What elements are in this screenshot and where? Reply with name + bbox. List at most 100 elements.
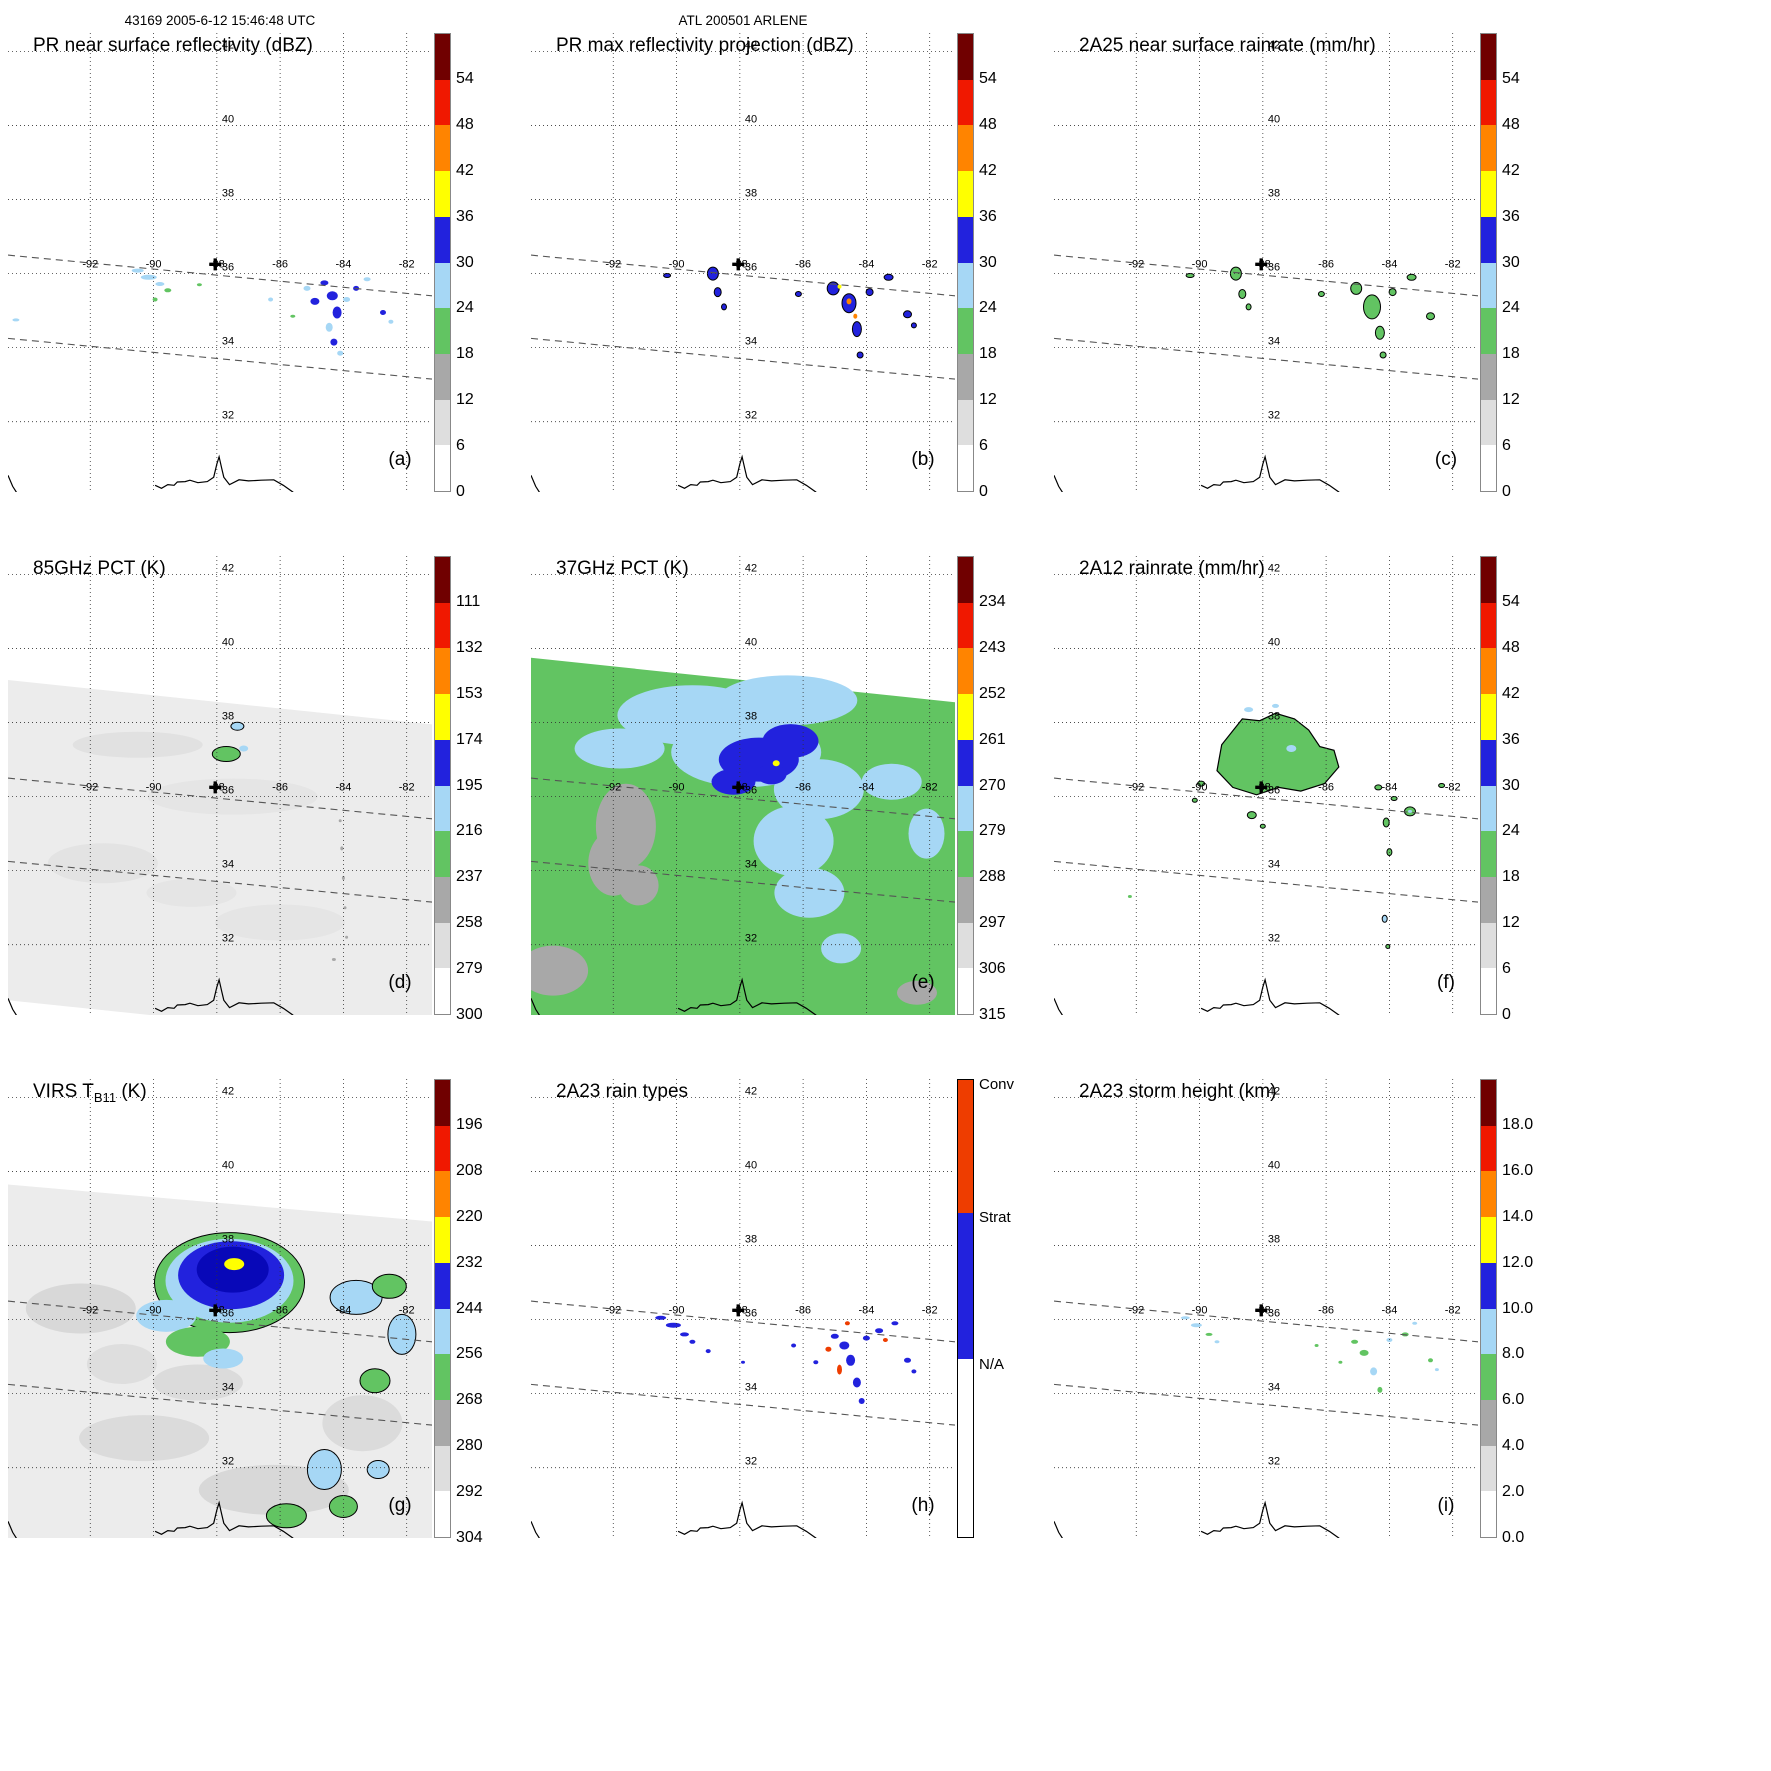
colorbar-segment <box>1481 308 1496 354</box>
colorbar-segment <box>1481 602 1496 649</box>
lat-label: 40 <box>745 637 757 649</box>
colorbar-tick-label: 18 <box>979 345 997 363</box>
panel-letter: (e) <box>911 972 934 993</box>
colorbar-segment <box>435 399 450 446</box>
lon-label: -90 <box>1192 259 1208 271</box>
colorbar-tick-label: 279 <box>979 822 1006 840</box>
lat-label: 38 <box>222 188 234 200</box>
colorbar-tick-label: 24 <box>1502 822 1520 840</box>
colorbar-segment <box>435 1354 450 1400</box>
colorbar-tick-label: 30 <box>1502 776 1520 794</box>
storm-center-marker <box>732 258 745 271</box>
lat-label: 36 <box>222 262 234 274</box>
colorbar-tick-label: 18 <box>1502 345 1520 363</box>
colorbar-segment <box>958 125 973 172</box>
colorbar-tick-label: 54 <box>1502 592 1520 610</box>
coastline <box>1054 475 1063 492</box>
colorbar-tick-label: 268 <box>456 1391 483 1409</box>
data-field <box>1180 1316 1439 1393</box>
lon-label: -92 <box>605 782 621 794</box>
graticule <box>8 556 432 1015</box>
storm-center-marker <box>209 1304 222 1317</box>
coastline <box>154 977 294 1015</box>
colorbar-tick-label: 24 <box>1502 299 1520 317</box>
colorbar-segment <box>1481 216 1496 263</box>
lat-label: 32 <box>222 933 234 945</box>
colorbar-tick-label: 292 <box>456 1483 483 1501</box>
colorbar-segment <box>435 171 450 217</box>
colorbar-tick-label: 18 <box>456 345 474 363</box>
lon-label: -92 <box>605 259 621 271</box>
storm-center-marker <box>732 1304 745 1317</box>
colorbar-tick-label: 42 <box>1502 684 1520 702</box>
swath-edge-lines <box>8 777 432 903</box>
colorbar-segment <box>1481 171 1496 217</box>
colorbar-segment <box>435 922 450 969</box>
lat-label: 40 <box>745 114 757 126</box>
colorbar-tick-label: 14.0 <box>1502 1207 1534 1225</box>
colorbar-segment <box>958 831 973 877</box>
colorbar-segment-na <box>958 1358 973 1537</box>
colorbar-segment <box>1481 694 1496 740</box>
lat-label: 34 <box>745 1382 757 1394</box>
colorbar-tick-label: 304 <box>456 1529 483 1546</box>
lon-label: -86 <box>795 1305 811 1317</box>
colorbar-tick-label: 10.0 <box>1502 1299 1534 1317</box>
data-field <box>1185 266 1435 359</box>
coastline <box>8 998 17 1015</box>
lon-label: -90 <box>1192 782 1208 794</box>
lat-label: 34 <box>1268 1382 1280 1394</box>
lat-label: 42 <box>1268 1086 1280 1098</box>
colorbar-segment <box>435 968 450 1015</box>
lat-label: 32 <box>1268 1456 1280 1468</box>
colorbar-tick-label: 16.0 <box>1502 1161 1534 1179</box>
data-field <box>8 1184 432 1538</box>
lat-label: 38 <box>1268 188 1280 200</box>
panel-e: -92 -90 -88 -86 -84 -82 32 34 36 38 40 42 (e) 37GHz P… <box>523 553 1046 1076</box>
colorbar-tick-label: 54 <box>979 69 997 87</box>
lon-label: -84 <box>858 782 874 794</box>
colorbar-tick-label: 48 <box>1502 115 1520 133</box>
panel-letter: (b) <box>911 449 934 470</box>
lon-label: -92 <box>1128 1305 1144 1317</box>
lat-label: 36 <box>222 785 234 797</box>
colorbar-segment <box>435 1125 450 1172</box>
graticule <box>531 1079 955 1538</box>
coastline <box>677 454 817 492</box>
swath-edge-lines <box>1054 254 1478 380</box>
lat-label: 40 <box>222 637 234 649</box>
lon-label: -90 <box>1192 1305 1208 1317</box>
data-field <box>531 657 955 1015</box>
colorbar <box>957 1079 974 1538</box>
colorbar-segment <box>1481 34 1496 80</box>
coastline <box>1054 998 1063 1015</box>
colorbar-tick-label: 18.0 <box>1502 1115 1534 1133</box>
lat-label: 34 <box>222 336 234 348</box>
lat-label: 42 <box>1268 40 1280 52</box>
colorbar-tick-label: 6.0 <box>1502 1391 1525 1409</box>
panel-letter: (g) <box>388 1495 411 1516</box>
coastline <box>531 998 540 1015</box>
lon-label: -86 <box>1318 782 1334 794</box>
colorbar-tick-label: 24 <box>456 299 474 317</box>
colorbar-tick-label: 2.0 <box>1502 1483 1525 1501</box>
colorbar-tick-label: 297 <box>979 914 1006 932</box>
panel-letter: (h) <box>911 1495 934 1516</box>
panel-letter: (c) <box>1435 449 1457 470</box>
colorbar-segment <box>435 1171 450 1218</box>
colorbar-tick-label: 256 <box>456 1345 483 1363</box>
lat-label: 42 <box>1268 563 1280 575</box>
storm-center-marker <box>732 781 745 794</box>
coastline <box>677 1500 817 1538</box>
lon-label: -84 <box>1381 259 1397 271</box>
lat-label: 40 <box>1268 1160 1280 1172</box>
lat-label: 42 <box>745 1086 757 1098</box>
graticule <box>1054 556 1478 1015</box>
coastline <box>8 475 17 492</box>
colorbar-segment <box>435 125 450 172</box>
